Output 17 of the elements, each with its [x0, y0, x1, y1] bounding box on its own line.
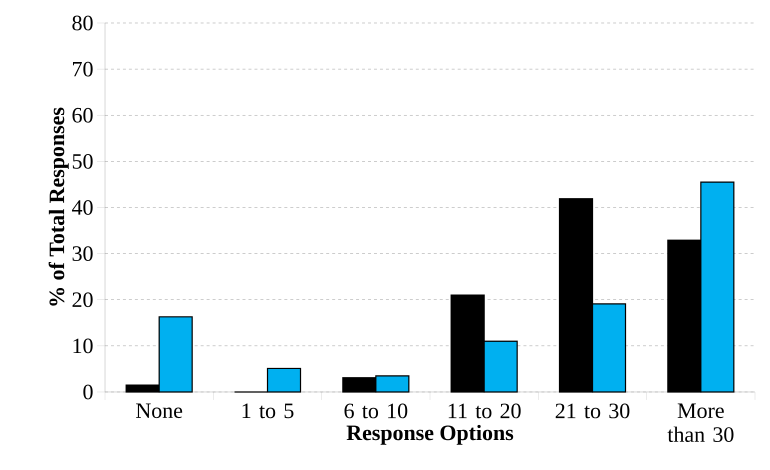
y-tick-label: 70: [73, 62, 93, 77]
y-tick-label: 60: [72, 108, 93, 123]
y-tick-label: 0: [83, 384, 93, 400]
y-tick-label: 50: [72, 154, 93, 169]
x-tick-label: 1 to 5: [242, 404, 294, 418]
y-tick-label: 10: [73, 338, 93, 354]
x-tick-label: 11 to 20: [448, 404, 521, 418]
y-tick-label: 40: [72, 200, 93, 215]
y-tick-label: 30: [72, 246, 93, 262]
x-tick-label: More than 30: [668, 403, 734, 442]
x-tick-label: 6 to 10: [344, 404, 408, 418]
x-tick-label: None: [136, 403, 182, 418]
y-axis-title: % of Total Responses: [48, 108, 69, 306]
y-tick-label: 80: [72, 16, 93, 30]
x-axis-title: Response Options: [346, 424, 514, 445]
x-tick-label: 21 to 30: [556, 404, 630, 418]
y-tick-label: 20: [72, 292, 93, 308]
